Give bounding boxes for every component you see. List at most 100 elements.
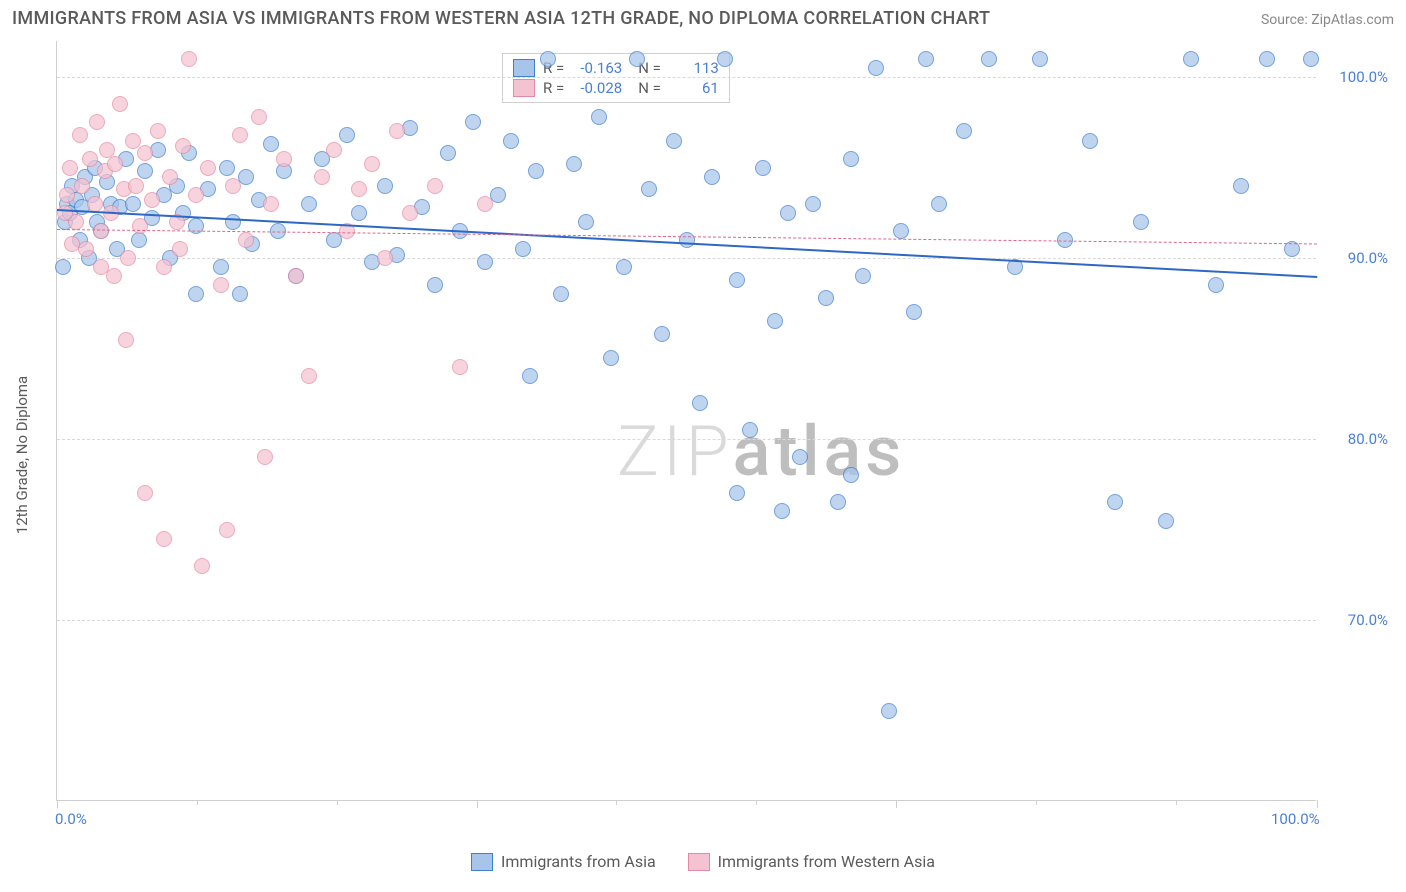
n-value: 113: [669, 59, 719, 77]
data-point-asia: [956, 123, 972, 139]
data-point-asia: [818, 290, 834, 306]
data-point-wasia: [452, 359, 468, 375]
data-point-asia: [1303, 51, 1319, 67]
x-tick-minor: [1036, 800, 1037, 805]
plot-area: ZIPatlas R =-0.163N =113R =-0.028N =61 0…: [56, 41, 1316, 801]
legend-swatch-asia: [471, 853, 493, 871]
source-label: Source: ZipAtlas.com: [1261, 12, 1394, 28]
data-point-asia: [263, 136, 279, 152]
legend-item-asia: Immigrants from Asia: [471, 852, 656, 871]
data-point-wasia: [175, 138, 191, 154]
data-point-wasia: [57, 205, 73, 221]
x-tick-major: [1317, 800, 1318, 808]
data-point-wasia: [87, 196, 103, 212]
data-point-asia: [553, 286, 569, 302]
data-point-asia: [641, 181, 657, 197]
data-point-asia: [654, 326, 670, 342]
legend-swatch-wasia: [688, 853, 710, 871]
data-point-asia: [843, 467, 859, 483]
data-point-asia: [906, 304, 922, 320]
data-point-asia: [465, 114, 481, 130]
data-point-asia: [704, 169, 720, 185]
data-point-wasia: [477, 196, 493, 212]
data-point-wasia: [402, 205, 418, 221]
data-point-wasia: [74, 178, 90, 194]
data-point-wasia: [78, 241, 94, 257]
data-point-wasia: [427, 178, 443, 194]
data-point-asia: [213, 259, 229, 275]
legend-item-wasia: Immigrants from Western Asia: [688, 852, 935, 871]
data-point-wasia: [188, 187, 204, 203]
y-tick-label: 80.0%: [1324, 430, 1388, 448]
data-point-wasia: [364, 156, 380, 172]
data-point-asia: [774, 503, 790, 519]
data-point-wasia: [62, 160, 78, 176]
data-point-wasia: [132, 218, 148, 234]
data-point-wasia: [156, 259, 172, 275]
legend-label-asia: Immigrants from Asia: [501, 852, 656, 871]
data-point-wasia: [219, 522, 235, 538]
data-point-asia: [427, 277, 443, 293]
data-point-asia: [780, 205, 796, 221]
data-point-wasia: [137, 145, 153, 161]
data-point-asia: [666, 133, 682, 149]
n-value: 61: [669, 79, 719, 97]
data-point-wasia: [232, 127, 248, 143]
data-point-wasia: [156, 531, 172, 547]
data-point-asia: [855, 268, 871, 284]
data-point-wasia: [106, 268, 122, 284]
data-point-wasia: [238, 232, 254, 248]
y-tick-label: 70.0%: [1324, 611, 1388, 629]
r-label: R =: [543, 79, 564, 97]
legend-swatch: [513, 79, 535, 97]
data-point-wasia: [351, 181, 367, 197]
x-tick-major: [57, 800, 58, 808]
watermark-thin: ZIP: [617, 411, 733, 493]
data-point-asia: [981, 51, 997, 67]
data-point-wasia: [263, 196, 279, 212]
data-point-asia: [137, 163, 153, 179]
data-point-wasia: [288, 268, 304, 284]
data-point-asia: [881, 703, 897, 719]
data-point-wasia: [150, 123, 166, 139]
data-point-wasia: [125, 133, 141, 149]
data-point-asia: [843, 151, 859, 167]
data-point-asia: [717, 51, 733, 67]
data-point-wasia: [82, 151, 98, 167]
grid-line: [57, 77, 1316, 78]
data-point-wasia: [128, 178, 144, 194]
n-label: N =: [638, 79, 661, 97]
series-legend: Immigrants from Asia Immigrants from Wes…: [8, 852, 1398, 871]
data-point-asia: [805, 196, 821, 212]
data-point-asia: [1233, 178, 1249, 194]
data-point-wasia: [251, 109, 267, 125]
r-value: -0.028: [572, 79, 622, 97]
grid-line: [57, 439, 1316, 440]
data-point-asia: [477, 254, 493, 270]
data-point-wasia: [257, 449, 273, 465]
data-point-asia: [440, 145, 456, 161]
data-point-asia: [629, 51, 645, 67]
data-point-asia: [566, 156, 582, 172]
x-tick-minor: [1176, 800, 1177, 805]
data-point-asia: [1107, 494, 1123, 510]
data-point-wasia: [172, 241, 188, 257]
data-point-wasia: [194, 558, 210, 574]
data-point-asia: [232, 286, 248, 302]
data-point-asia: [528, 163, 544, 179]
data-point-wasia: [200, 160, 216, 176]
data-point-asia: [503, 133, 519, 149]
data-point-asia: [125, 196, 141, 212]
y-tick-label: 100.0%: [1324, 68, 1388, 86]
data-point-asia: [742, 422, 758, 438]
data-point-asia: [1208, 277, 1224, 293]
data-point-asia: [1183, 51, 1199, 67]
data-point-asia: [792, 449, 808, 465]
legend-swatch: [513, 59, 535, 77]
watermark: ZIPatlas: [617, 411, 905, 493]
data-point-asia: [931, 196, 947, 212]
data-point-asia: [616, 259, 632, 275]
data-point-wasia: [137, 485, 153, 501]
grid-line: [57, 620, 1316, 621]
data-point-asia: [225, 214, 241, 230]
